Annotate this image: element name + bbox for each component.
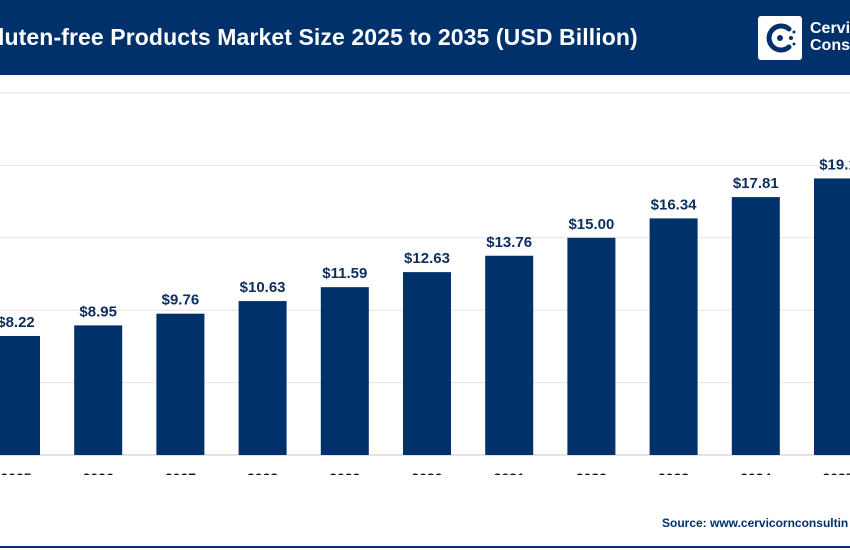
bar-2028 — [238, 301, 287, 455]
logo-text-line1: Cervic — [810, 20, 850, 37]
data-label-2033: $16.34 — [651, 196, 698, 213]
x-tick-label-2027: 2027 — [165, 470, 196, 475]
bar-2027 — [156, 313, 205, 455]
data-label-2029: $11.59 — [322, 265, 367, 282]
chart-title: luten-free Products Market Size 2025 to … — [0, 24, 638, 50]
bar-2035 — [814, 178, 850, 455]
data-label-2030: $12.63 — [404, 250, 450, 267]
bar-2030 — [403, 272, 451, 455]
x-tick-label-2025: 2025 — [0, 470, 31, 475]
bar-2026 — [74, 325, 123, 455]
bar-2034 — [731, 197, 780, 455]
bar-2025 — [0, 335, 40, 455]
bottom-border — [0, 546, 850, 548]
data-label-2025: $8.22 — [0, 314, 35, 331]
logo-text-line2: Consu — [810, 37, 850, 54]
bar-chart: $8.22 2025 $8.95 2026 $9.76 2027 $10.63 2028 $11… — [0, 75, 850, 475]
x-tick-label-2034: 2034 — [740, 470, 771, 475]
data-label-2032: $15.00 — [568, 216, 614, 233]
x-tick-label-2033: 2033 — [658, 470, 689, 475]
bar-2031 — [485, 255, 534, 455]
x-tick-label-2031: 2031 — [494, 470, 525, 475]
data-label-2026: $8.95 — [79, 303, 117, 320]
data-label-2034: $17.81 — [733, 175, 779, 192]
x-tick-label-2026: 2026 — [83, 470, 114, 475]
cervicorn-logo — [758, 16, 802, 60]
x-tick-label-2028: 2028 — [247, 470, 278, 475]
x-tick-label-2035: 2035 — [822, 470, 850, 475]
logo-c-icon — [766, 23, 796, 53]
x-tick-label-2030: 2030 — [411, 470, 442, 475]
data-label-2028: $10.63 — [240, 279, 286, 296]
x-tick-label-2029: 2029 — [329, 470, 360, 475]
data-label-2027: $9.76 — [162, 292, 200, 309]
data-label-2031: $13.76 — [486, 234, 532, 251]
chart-svg: $8.22 2025 $8.95 2026 $9.76 2027 $10.63 2028 $11… — [0, 92, 850, 475]
data-label-2035: $19.1 — [819, 156, 850, 173]
bar-2029 — [320, 287, 369, 455]
header-banner: luten-free Products Market Size 2025 to … — [0, 0, 850, 75]
source-text: Source: www.cervicornconsultin — [662, 516, 849, 530]
x-tick-label-2032: 2032 — [576, 470, 607, 475]
bar-2033 — [649, 218, 698, 455]
bar-2032 — [567, 237, 616, 455]
